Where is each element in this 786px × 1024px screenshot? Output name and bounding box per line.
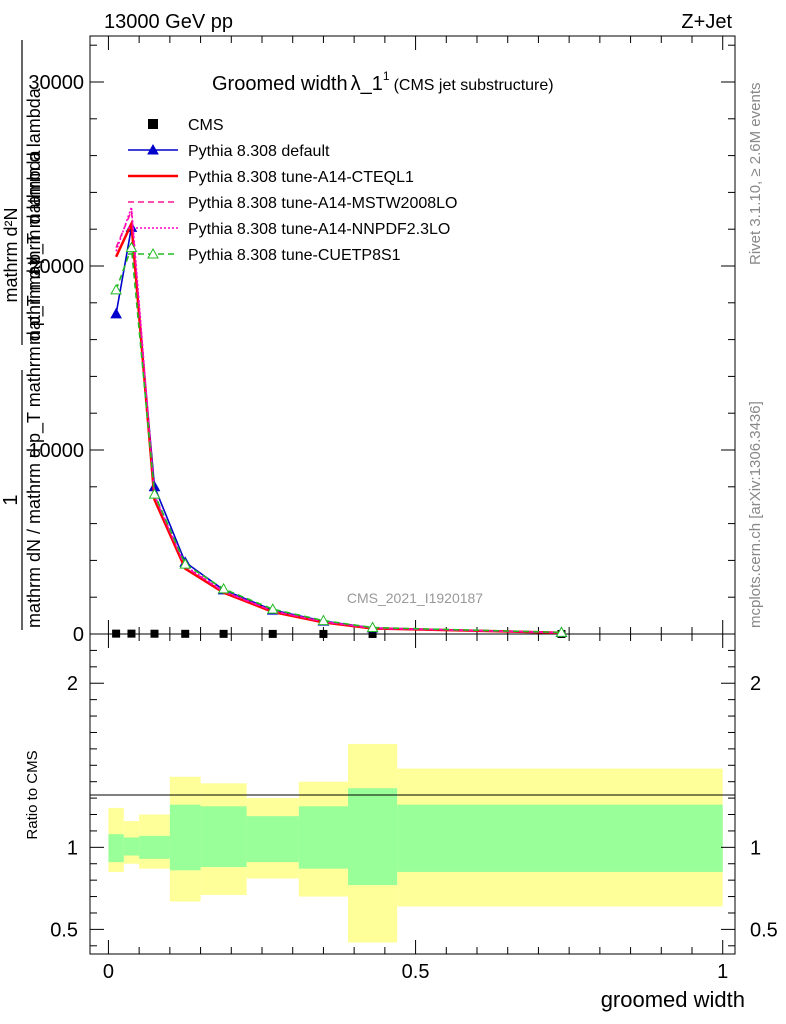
- plot-title-text: Groomed width: [212, 73, 348, 95]
- ylabel-den-b: mathrm d p_T mathrm d lambda: [24, 87, 45, 345]
- series-line-3: [115, 210, 562, 634]
- ratio-y-label: Ratio to CMS: [24, 750, 41, 839]
- cms-point: [127, 629, 136, 638]
- series-point-5: [266, 603, 279, 614]
- mcplots-label: mcplots.cern.ch [arXiv:1306.3436]: [747, 401, 764, 628]
- ratio-tick-label-right: 1: [750, 837, 761, 859]
- legend-label: Pythia 8.308 tune-CUETP8S1: [188, 247, 401, 264]
- series-line-4: [115, 206, 562, 634]
- x-axis-label: groomed width: [601, 987, 745, 1012]
- cms-point: [181, 629, 190, 638]
- ratio-tick-label-right: 2: [750, 673, 761, 695]
- ratio-tick-label-left: 0.5: [50, 919, 78, 941]
- series-line-5: [115, 247, 562, 634]
- analysis-id: CMS_2021_I1920187: [347, 590, 483, 606]
- cms-point: [368, 629, 377, 638]
- ratio-band-stat-3: [169, 804, 201, 871]
- plot-title: Groomed width λ_11 (CMS jet substructure): [212, 69, 554, 95]
- x-tick-label: 0.5: [402, 961, 430, 983]
- cms-point: [150, 629, 159, 638]
- series-point-5: [317, 614, 330, 626]
- axis-ticks: 0 0.5 1 0 10000 20000 30000 0.5 0.5 1 1 2 2: [28, 36, 778, 983]
- y-tick-label: 10000: [28, 440, 84, 462]
- series-point-5: [217, 582, 230, 594]
- x-tick-label: 0: [103, 961, 114, 983]
- ylabel-den-a: mathrm dN / mathrm d p_T mathrm d p_T ma…: [24, 150, 45, 628]
- plot-title-sup: 1: [383, 69, 390, 83]
- series-point-5: [179, 558, 192, 569]
- y-tick-label: 20000: [28, 256, 84, 278]
- legend-label: Pythia 8.308 tune-A14-NNPDF2.3LO: [188, 221, 450, 238]
- ratio-tick-label-right: 0.5: [750, 919, 778, 941]
- ratio-band-stat-5: [246, 816, 299, 863]
- series-line-2: [114, 218, 562, 634]
- legend-label: Pythia 8.308 tune-A14-CTEQL1: [188, 169, 414, 186]
- series-point-5: [148, 488, 161, 499]
- cms-point: [268, 629, 277, 638]
- plot-subtitle: (CMS jet substructure): [394, 77, 554, 94]
- energy-label: 13000 GeV pp: [104, 11, 233, 33]
- series-line-1: [115, 227, 562, 634]
- ratio-tick-label-left: 2: [67, 673, 78, 695]
- ratio-band-stat-4: [200, 806, 247, 868]
- ratio-band-stat-6: [298, 806, 348, 869]
- cms-point: [219, 629, 228, 638]
- ylabel-num-b: mathrm d²N: [1, 207, 21, 302]
- ylabel-num-a: 1: [0, 494, 22, 505]
- plot-title-symbol: λ_1: [351, 73, 383, 95]
- ratio-tick-label-left: 1: [67, 837, 78, 859]
- ratio-band-stat-0: [108, 834, 124, 863]
- rivet-label: Rivet 3.1.10, ≥ 2.6M events: [747, 83, 764, 266]
- legend-label: Pythia 8.308 default: [188, 143, 330, 160]
- series-point-5: [125, 241, 138, 253]
- y-axis-label: 1 mathrm dN / mathrm d p_T mathrm d p_T …: [0, 40, 45, 630]
- y-tick-label: 0: [73, 624, 84, 646]
- legend-marker: [147, 247, 159, 259]
- legend-marker: [148, 119, 158, 129]
- cms-point: [319, 629, 328, 638]
- x-tick-label: 1: [717, 961, 728, 983]
- legend-label: CMS: [188, 117, 224, 134]
- series-point-1: [110, 307, 122, 319]
- ratio-band-stat-1: [123, 837, 140, 856]
- y-tick-label: 30000: [28, 72, 84, 94]
- ratio-band-stat-8: [397, 804, 723, 872]
- ratio-frame: [89, 633, 736, 955]
- legend: CMS Pythia 8.308 default Pythia 8.308 tune…: [128, 117, 457, 264]
- series-point-5: [366, 621, 379, 633]
- data-series: [110, 206, 568, 638]
- legend-label: Pythia 8.308 tune-A14-MSTW2008LO: [188, 195, 457, 212]
- series-point-5: [555, 626, 568, 637]
- main-frame: [89, 35, 736, 635]
- ratio-bands: [108, 743, 723, 943]
- cms-point: [112, 629, 121, 638]
- process-label: Z+Jet: [681, 11, 732, 33]
- ratio-band-stat-2: [139, 835, 170, 859]
- series-point-5: [110, 283, 122, 295]
- legend-marker: [147, 143, 159, 155]
- ratio-band-stat-7: [348, 788, 398, 886]
